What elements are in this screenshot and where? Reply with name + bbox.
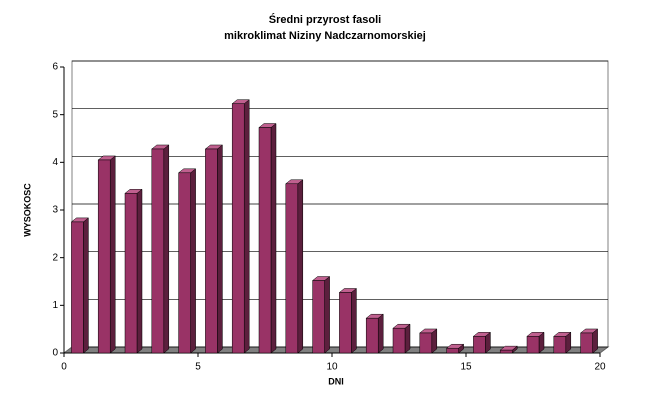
bar-side [217,144,223,354]
bar [473,336,486,354]
x-axis-label: DNI [328,376,344,386]
x-tick-label: 0 [61,362,67,373]
y-tick-label: 3 [52,205,58,216]
bar [580,332,593,354]
y-tick-label: 2 [52,252,58,263]
bar [71,221,84,354]
x-tick-label: 20 [594,362,606,373]
bar [151,148,165,354]
bar-side [190,168,196,354]
bar-side [136,188,143,354]
bar [205,148,218,354]
bar [392,327,406,354]
x-tick-label: 10 [326,362,338,373]
bar [178,172,191,354]
x-tick-label: 15 [460,362,472,373]
bar [285,183,299,354]
bar-side [270,123,277,354]
bar-side [163,144,170,354]
bar-side [243,99,250,354]
bar-side [109,155,116,354]
bar-side [404,323,411,354]
y-tick-label: 4 [52,157,58,168]
chart-title: Średni przyrost fasoli [269,13,381,26]
bar-side [351,287,357,354]
bar [231,103,245,354]
bar [124,193,138,354]
floor [62,346,610,354]
y-tick-label: 0 [52,348,58,359]
bar [97,159,111,354]
y-axis-label: WYSOKOSC [22,183,32,237]
y-tick-label: 5 [52,109,58,120]
bar-side [83,217,89,354]
bar [258,127,272,354]
bar [339,292,352,354]
bar-side [297,179,304,354]
y-tick-label: 6 [52,62,58,73]
bar-side [324,276,330,354]
bar [446,347,459,354]
bar [526,336,540,354]
bar [499,349,513,354]
y-tick-label: 1 [52,300,58,311]
chart-subtitle: mikroklimat Niziny Nadczarnomorskiej [224,30,426,42]
bar [419,332,433,354]
x-tick-label: 5 [195,362,201,373]
bar-side [377,313,384,354]
bar [365,317,379,354]
bar [312,280,325,354]
bar [553,336,567,354]
